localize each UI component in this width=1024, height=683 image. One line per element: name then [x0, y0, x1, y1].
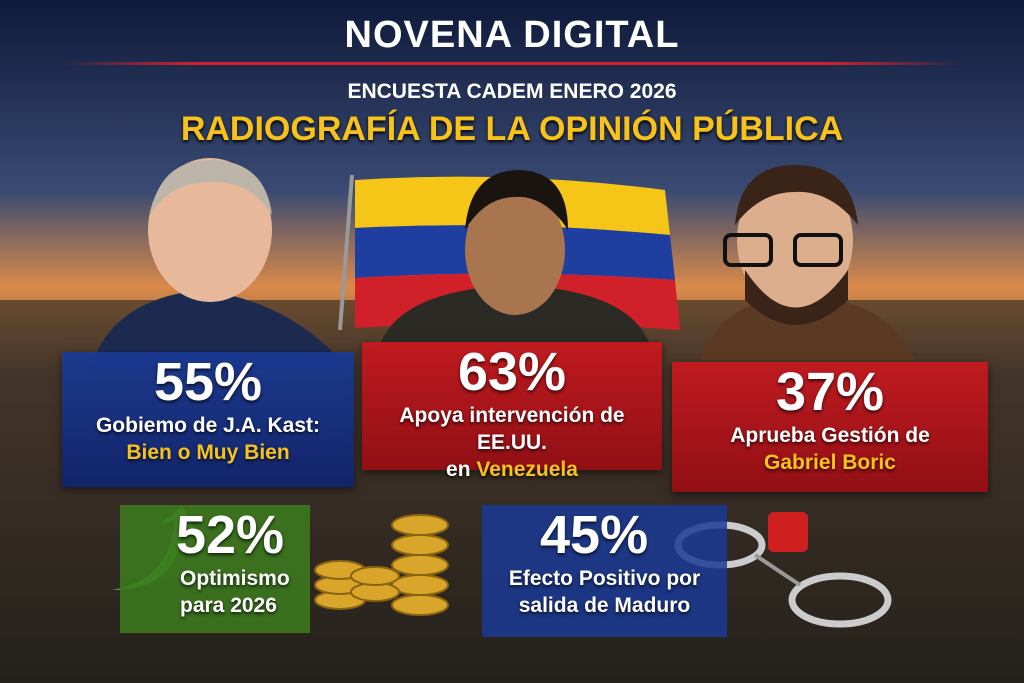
stat-label: Apoya intervención de EE.UU. — [399, 404, 625, 454]
stat-value: 52% — [175, 505, 285, 565]
stat-label: Optimismo — [180, 567, 290, 590]
portrait-maduro — [380, 170, 650, 345]
stat-value: 63% — [457, 342, 567, 402]
siren-icon — [768, 512, 808, 552]
stat-line: en Venezuela — [362, 456, 662, 483]
stat-label: Gobiemo de J.A. Kast: — [95, 414, 321, 437]
stat-panel: 55% Gobiemo de J.A. Kast: Bien o Muy Bie… — [62, 352, 354, 487]
stat-label: para 2026 — [180, 594, 277, 617]
stat-value: 55% — [153, 352, 263, 412]
stat-label: salida de Maduro — [518, 594, 691, 617]
stat-panel: 45% Efecto Positivo por salida de Maduro — [482, 505, 727, 637]
kicker: ENCUESTA CADEM ENERO 2026 — [347, 80, 677, 103]
portrait-kast — [90, 158, 350, 370]
stat-value: 37% — [775, 362, 885, 422]
stat-label: Efecto Positivo por — [508, 567, 701, 590]
coins-icon — [314, 514, 449, 616]
brand: NOVENA DIGITAL — [344, 14, 680, 56]
stat-highlight: Bien o Muy Bien — [126, 441, 290, 464]
stat-highlight: Gabriel Boric — [764, 451, 896, 474]
headline: RADIOGRAFÍA DE LA OPINIÓN PÚBLICA — [180, 110, 844, 148]
stat-label: Aprueba Gestión de — [730, 424, 930, 447]
stat-panel: 37% Aprueba Gestión de Gabriel Boric — [672, 362, 988, 492]
stat-prefix: en — [446, 458, 471, 481]
stat-value: 45% — [540, 505, 649, 565]
divider — [60, 62, 964, 65]
stat-panel: 52% Optimismo para 2026 — [120, 505, 310, 633]
stat-highlight: Venezuela — [476, 458, 578, 481]
stat-panel: 63% Apoya intervención de EE.UU. en Vene… — [362, 342, 662, 481]
portrait-boric — [700, 165, 915, 360]
